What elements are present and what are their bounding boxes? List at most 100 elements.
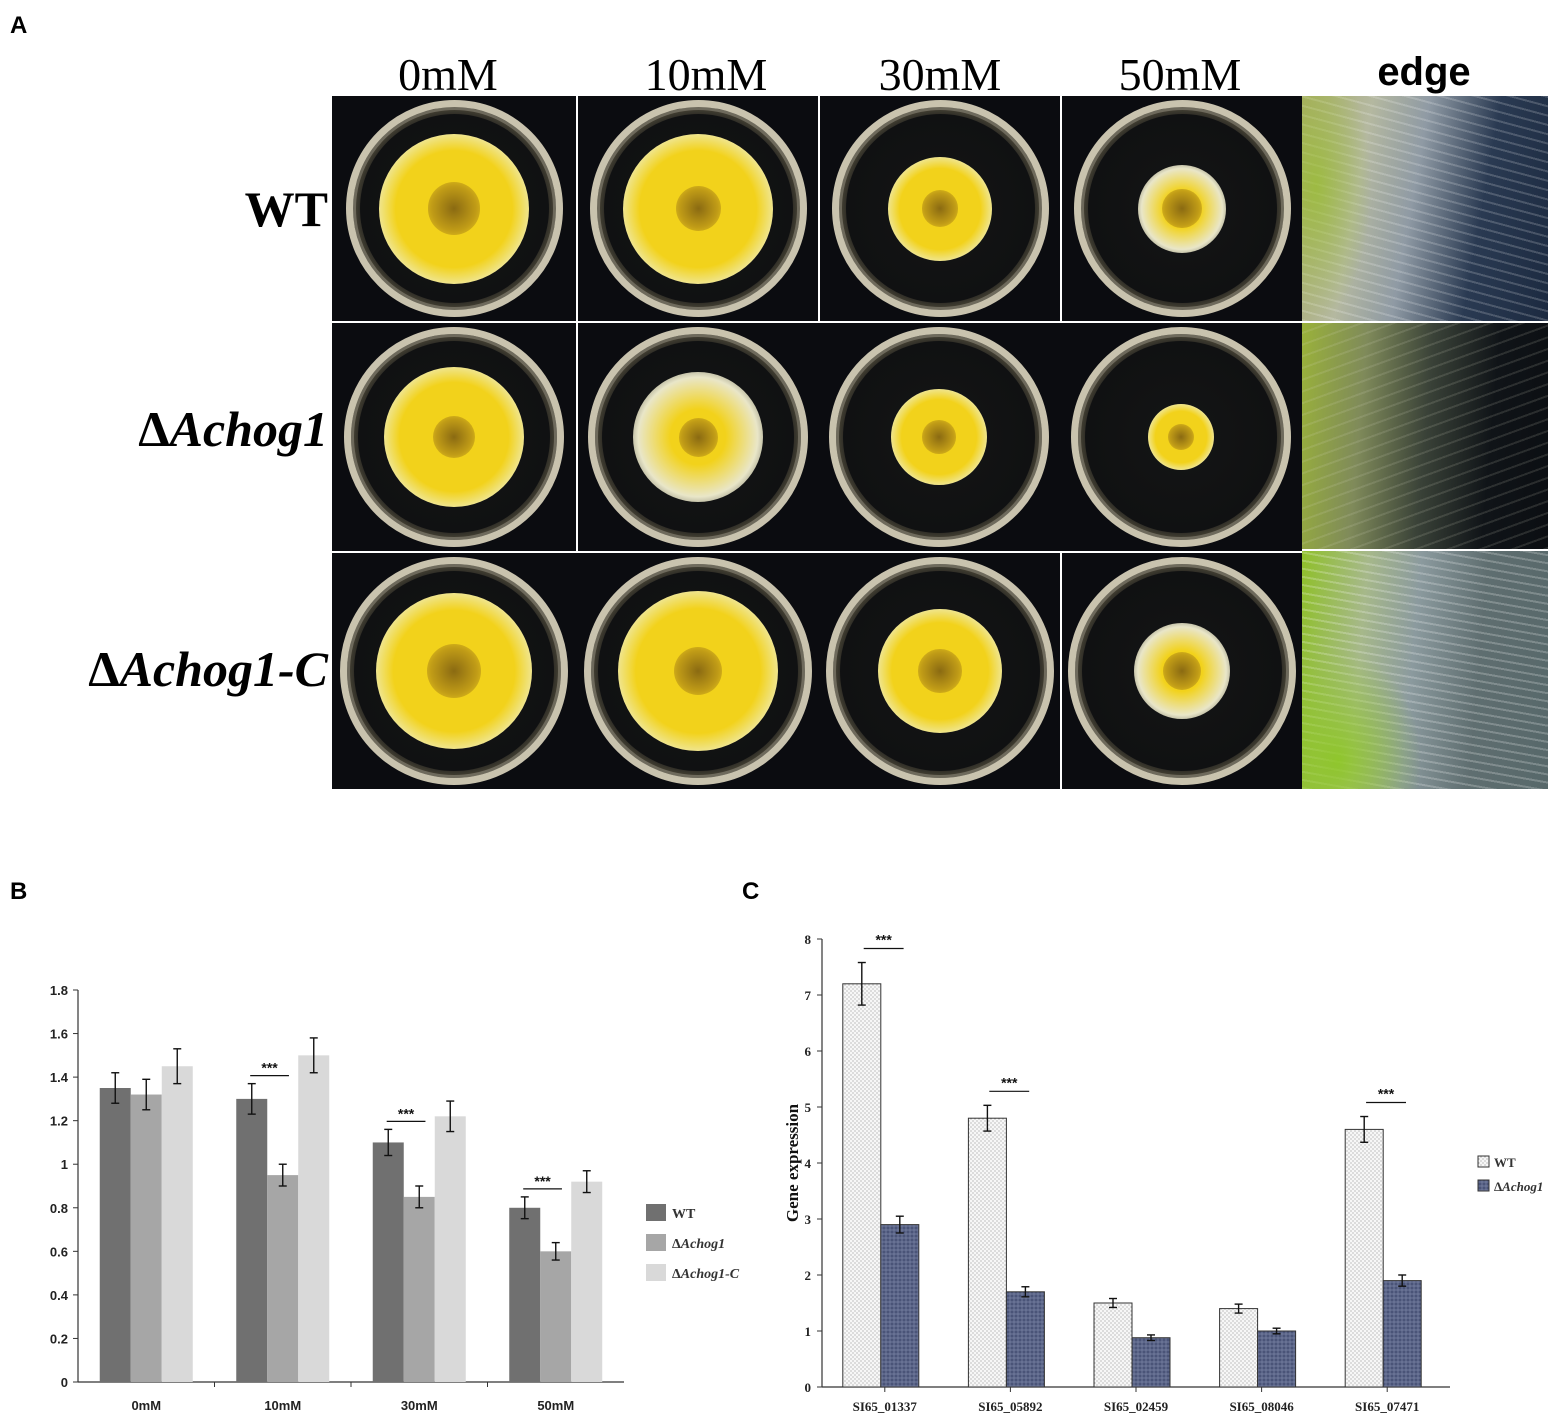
significance-marker: ***	[534, 1173, 551, 1189]
plate-photo-wt-10mm	[578, 96, 818, 321]
column-header-10mm: 10mM	[644, 49, 768, 100]
y-tick-label: 6	[805, 1044, 812, 1059]
column-header-30mm: 30mM	[878, 49, 1002, 100]
plate-photo-wt-30mm	[820, 96, 1060, 321]
petri-dish	[826, 557, 1054, 785]
edge-photo-wt	[1302, 96, 1548, 321]
y-tick-label: 3	[805, 1212, 812, 1227]
legend-label: WT	[1494, 1155, 1516, 1170]
x-tick-label: SI65_01337	[853, 1399, 918, 1414]
row-header-achog1-c: ΔAchog1-C	[88, 641, 328, 697]
y-tick-label: 0.6	[50, 1244, 68, 1259]
panel-b-letter: B	[10, 878, 28, 905]
x-tick-label: SI65_05892	[978, 1399, 1042, 1414]
y-tick-label: 2	[805, 1268, 812, 1283]
plate-photo-wt-0mm	[332, 96, 576, 321]
legend-label: ΔAchog1	[672, 1237, 725, 1252]
fungal-colony	[379, 133, 529, 284]
plate-photo-achog1-10mm	[578, 323, 818, 551]
row-header-achog1-gene: Achog1	[169, 401, 328, 457]
fungal-colony	[633, 372, 763, 502]
y-tick-label: 0.8	[50, 1201, 68, 1216]
y-tick-label: 0.4	[50, 1288, 69, 1303]
legend-gene-name: Achog1	[1501, 1179, 1543, 1194]
fungal-colony	[376, 593, 532, 749]
plate-photo-achog1-50mm	[1060, 323, 1302, 551]
y-tick-label: 0	[805, 1380, 812, 1395]
chart-b-growth: 0 0.2 0.4 0.6 0.8 1 1.2 1.4 1.6 1.8 0mM 10mM *** 30mM…	[50, 983, 740, 1413]
legend-gene-name: WT	[672, 1207, 696, 1222]
bar	[298, 1055, 330, 1382]
column-header-50mm: 50mM	[1118, 49, 1242, 100]
significance-marker: ***	[1001, 1074, 1018, 1090]
y-tick-label: 1.4	[50, 1070, 69, 1085]
panel-c-letter: C	[742, 878, 760, 905]
petri-dish	[1071, 327, 1291, 547]
edge-photo-achog1-c	[1302, 551, 1548, 789]
legend-delta: Δ	[672, 1267, 681, 1282]
petri-dish	[340, 557, 568, 785]
bar	[967, 1117, 1007, 1388]
bar	[372, 1142, 404, 1382]
bar	[571, 1181, 603, 1382]
bar	[1344, 1128, 1384, 1388]
bar	[1219, 1308, 1259, 1388]
bar	[540, 1251, 572, 1382]
legend-gene-name: Achog1-C	[680, 1267, 740, 1282]
legend-swatch	[646, 1204, 666, 1221]
plate-photo-achog1-0mm	[332, 323, 576, 551]
petri-dish	[829, 327, 1049, 547]
petri-dish	[584, 557, 812, 785]
plate-photo-achog1-c-10mm	[576, 553, 820, 789]
legend-swatch	[646, 1234, 666, 1251]
edge-photo-achog1	[1302, 323, 1548, 549]
significance-marker: ***	[1378, 1086, 1395, 1102]
x-tick-label: SI65_07471	[1355, 1399, 1419, 1414]
bar	[130, 1094, 162, 1382]
bar	[1257, 1330, 1297, 1388]
plate-photo-achog1-c-50mm	[1062, 553, 1302, 789]
y-tick-label: 1.6	[50, 1027, 68, 1042]
petri-dish	[345, 100, 563, 317]
y-tick-label: 0	[61, 1375, 68, 1390]
bar	[267, 1175, 299, 1382]
y-tick-label: 7	[805, 988, 812, 1003]
bar	[403, 1196, 435, 1382]
petri-dish	[1073, 100, 1291, 317]
x-tick-label: 50mM	[537, 1398, 574, 1413]
fungal-colony	[878, 609, 1002, 733]
x-tick-label: SI65_08046	[1229, 1399, 1294, 1414]
legend-label: ΔAchog1-C	[672, 1267, 740, 1282]
significance-marker: ***	[398, 1105, 415, 1121]
petri-dish	[344, 327, 564, 547]
legend-label: ΔAchog1	[1494, 1179, 1543, 1194]
row-header-wt: WT	[8, 180, 328, 238]
bar	[1093, 1302, 1133, 1388]
panel-a-letter: A	[10, 12, 28, 39]
chart-c-gene-expression: 0 1 2 3 4 5 6 7 8 Gene expression SI65_01337 *** SI6…	[783, 932, 1543, 1414]
fungal-colony	[618, 591, 778, 751]
bar	[1382, 1280, 1422, 1388]
fungal-colony	[1138, 164, 1226, 253]
bar	[509, 1207, 541, 1382]
y-tick-label: 1.2	[50, 1114, 68, 1129]
plate-photo-wt-50mm	[1062, 96, 1302, 321]
x-tick-label: 0mM	[131, 1398, 161, 1413]
y-axis-label: Gene expression	[783, 1103, 802, 1222]
bar	[842, 983, 882, 1388]
y-tick-label: 1.8	[50, 983, 68, 998]
x-tick-label: 30mM	[401, 1398, 438, 1413]
row-header-achog1: ΔAchog1	[138, 401, 328, 457]
row-header-wt-gene: WT	[244, 181, 328, 237]
y-tick-label: 1	[61, 1157, 68, 1172]
y-tick-label: 4	[805, 1156, 812, 1171]
column-header-0mm: 0mM	[398, 49, 498, 100]
x-tick-label: 10mM	[264, 1398, 301, 1413]
fungal-colony	[891, 389, 987, 485]
y-tick-label: 1	[805, 1324, 812, 1339]
legend-swatch	[1477, 1155, 1490, 1168]
plate-photo-achog1-30mm	[818, 323, 1060, 551]
legend-swatch	[1477, 1179, 1490, 1192]
y-tick-label: 8	[805, 932, 812, 947]
significance-marker: ***	[261, 1060, 278, 1076]
